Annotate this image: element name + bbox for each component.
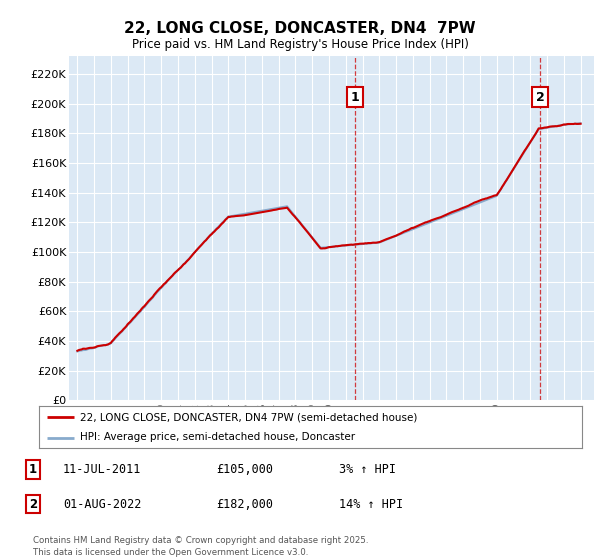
Text: 22, LONG CLOSE, DONCASTER, DN4 7PW (semi-detached house): 22, LONG CLOSE, DONCASTER, DN4 7PW (semi… — [80, 412, 417, 422]
Text: 3% ↑ HPI: 3% ↑ HPI — [339, 463, 396, 476]
Text: 2: 2 — [536, 91, 544, 104]
Text: £105,000: £105,000 — [216, 463, 273, 476]
Text: HPI: Average price, semi-detached house, Doncaster: HPI: Average price, semi-detached house,… — [80, 432, 355, 442]
Text: Contains HM Land Registry data © Crown copyright and database right 2025.
This d: Contains HM Land Registry data © Crown c… — [33, 536, 368, 557]
Text: 22, LONG CLOSE, DONCASTER, DN4  7PW: 22, LONG CLOSE, DONCASTER, DN4 7PW — [124, 21, 476, 36]
Text: £182,000: £182,000 — [216, 497, 273, 511]
Text: 14% ↑ HPI: 14% ↑ HPI — [339, 497, 403, 511]
Text: 2: 2 — [29, 497, 37, 511]
Text: 1: 1 — [350, 91, 359, 104]
Text: 11-JUL-2011: 11-JUL-2011 — [63, 463, 142, 476]
Text: 1: 1 — [29, 463, 37, 476]
Text: Price paid vs. HM Land Registry's House Price Index (HPI): Price paid vs. HM Land Registry's House … — [131, 38, 469, 51]
Text: 01-AUG-2022: 01-AUG-2022 — [63, 497, 142, 511]
